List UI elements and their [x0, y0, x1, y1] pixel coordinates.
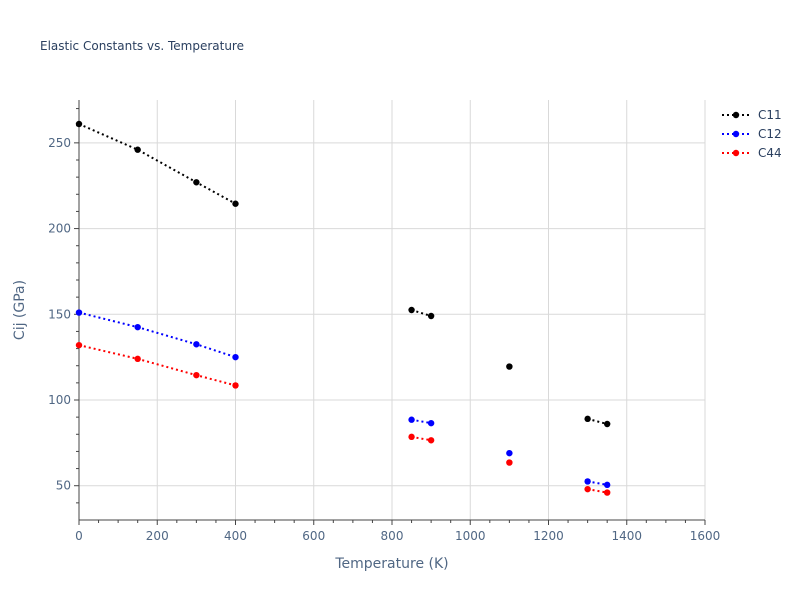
data-point-c11 — [75, 120, 83, 128]
chart-title: Elastic Constants vs. Temperature — [40, 39, 244, 53]
data-point-c44 — [603, 489, 611, 496]
legend-label-c11: C11 — [758, 108, 782, 122]
data-point-c11 — [584, 415, 591, 423]
x-tick-label: 0 — [75, 529, 83, 543]
y-tick-label: 250 — [48, 136, 71, 150]
series-c44 — [75, 341, 611, 496]
data-point-c12 — [232, 353, 239, 361]
x-tick-label: 800 — [381, 529, 404, 543]
grid — [79, 100, 706, 520]
series-c12 — [75, 309, 611, 489]
data-point-c11 — [506, 363, 513, 370]
data-point-c12 — [408, 416, 415, 423]
y-tick-label: 100 — [48, 393, 71, 407]
x-tick-label: 200 — [146, 529, 169, 543]
series-line-c44 — [411, 435, 432, 442]
y-axis-title: Cij (GPa) — [12, 280, 28, 340]
axes: 0 200 400 600 800 1000 1200 1400 1600 50 100 150 200… — [48, 100, 720, 543]
plot-area — [75, 120, 611, 496]
x-tick-label: 1200 — [533, 529, 564, 543]
data-point-c44 — [584, 485, 591, 493]
data-point-c44 — [232, 382, 239, 389]
series-line-c44 — [587, 488, 608, 494]
data-point-c11 — [232, 200, 239, 207]
legend-label-c44: C44 — [758, 146, 782, 160]
x-tick-label: 1600 — [690, 529, 721, 543]
data-point-c44 — [75, 341, 83, 349]
data-point-c44 — [134, 355, 141, 363]
data-point-c12 — [75, 309, 83, 316]
x-tick-label: 1400 — [611, 529, 642, 543]
data-point-c44 — [506, 459, 513, 466]
data-point-c11 — [603, 420, 611, 428]
series-line-c44 — [78, 344, 236, 387]
series-c11 — [75, 120, 611, 428]
legend-marker-c11 — [732, 111, 740, 119]
x-tick-label: 400 — [224, 529, 247, 543]
legend-item-c11[interactable]: C11 — [722, 108, 782, 122]
legend-marker-c44 — [732, 149, 740, 157]
legend-label-c12: C12 — [758, 127, 782, 141]
data-point-c12 — [603, 481, 611, 489]
data-point-c44 — [408, 433, 415, 441]
series-line-c12 — [411, 418, 432, 425]
x-tick-label: 1000 — [455, 529, 486, 543]
data-point-c44 — [427, 437, 435, 444]
data-point-c11 — [427, 312, 435, 320]
series-line-c11 — [587, 417, 608, 425]
data-point-c12 — [584, 478, 591, 485]
legend-item-c44[interactable]: C44 — [722, 146, 782, 160]
data-point-c44 — [193, 371, 200, 379]
y-tick-label: 50 — [56, 479, 71, 493]
data-point-c12 — [134, 323, 141, 331]
data-point-c11 — [134, 146, 141, 153]
legend-item-c12[interactable]: C12 — [722, 127, 782, 141]
series-line-c11 — [411, 309, 432, 317]
data-point-c11 — [193, 179, 200, 186]
series-line-c12 — [78, 311, 236, 359]
legend[interactable]: C11 C12 C44 — [722, 108, 782, 160]
x-axis-title: Temperature (K) — [334, 556, 448, 572]
data-point-c12 — [193, 341, 200, 348]
x-tick-label: 600 — [302, 529, 325, 543]
data-point-c12 — [427, 419, 435, 427]
data-point-c12 — [506, 449, 513, 457]
legend-marker-c12 — [732, 130, 740, 138]
y-tick-label: 200 — [48, 222, 71, 236]
data-point-c11 — [408, 306, 415, 314]
y-tick-label: 150 — [48, 307, 71, 321]
series-line-c12 — [587, 480, 608, 486]
